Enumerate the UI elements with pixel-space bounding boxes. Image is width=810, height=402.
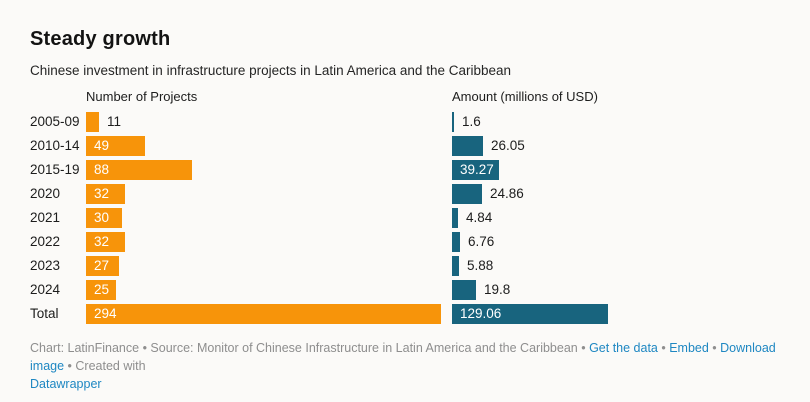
category-label: 2023: [30, 258, 61, 273]
projects-bar-cell: 25: [86, 280, 452, 300]
bar-value-label: 6.76: [468, 234, 495, 249]
projects-bar: [86, 232, 125, 252]
amount-bar: [452, 136, 483, 156]
projects-bar-cell: 11: [86, 112, 452, 132]
table-row: 2005-09 11 1.6: [0, 112, 810, 132]
link-download-image[interactable]: Download image: [30, 341, 776, 374]
bar-value-label: 32: [94, 234, 110, 249]
footer-source: Source: Monitor of Chinese Infrastructur…: [150, 341, 578, 355]
category-label: 2015-19: [30, 162, 80, 177]
projects-bar-cell: 32: [86, 232, 452, 252]
amount-bar-cell: 5.88: [452, 256, 780, 276]
chart-subtitle: Chinese investment in infrastructure pro…: [30, 63, 512, 78]
bar-value-label: 5.88: [467, 258, 494, 273]
footer-separator: •: [64, 359, 76, 374]
amount-bar: [452, 112, 454, 132]
bar-value-label: 32: [94, 186, 110, 201]
column-headers: Number of Projects Amount (millions of U…: [0, 89, 810, 107]
projects-bar: [86, 208, 122, 228]
column-header-projects: Number of Projects: [86, 89, 198, 104]
amount-bar-cell: 39.27: [452, 160, 780, 180]
footer-separator: •: [577, 341, 590, 355]
footer-separator: •: [139, 341, 151, 355]
bar-value-label: 88: [94, 162, 110, 177]
category-label: Total: [30, 306, 59, 321]
projects-bar-cell: 27: [86, 256, 452, 276]
projects-bar-cell: 32: [86, 184, 452, 204]
amount-bar: [452, 184, 482, 204]
bar-value-label: 1.6: [462, 114, 481, 129]
bar-value-label: 129.06: [460, 306, 502, 321]
bar-value-label: 24.86: [490, 186, 524, 201]
bar-value-label: 4.84: [466, 210, 493, 225]
category-label: 2024: [30, 282, 61, 297]
table-row: Total 294 129.06: [0, 304, 810, 324]
projects-bar: [86, 112, 99, 132]
amount-bar-cell: 24.86: [452, 184, 780, 204]
table-row: 2021 30 4.84: [0, 208, 810, 228]
category-label: 2022: [30, 234, 61, 249]
projects-bar: [86, 184, 125, 204]
table-row: 2015-19 88 39.27: [0, 160, 810, 180]
projects-bar: [86, 280, 116, 300]
projects-bar: [86, 136, 145, 156]
footer-separator: •: [708, 341, 721, 355]
projects-bar-cell: 30: [86, 208, 452, 228]
bar-value-label: 25: [94, 282, 110, 297]
bar-value-label: 49: [94, 138, 110, 153]
category-label: 2010-14: [30, 138, 80, 153]
footer-created-with: Created with: [75, 359, 146, 374]
amount-bar: [452, 256, 459, 276]
footer-credit: Chart: LatinFinance: [30, 341, 140, 355]
table-row: 2023 27 5.88: [0, 256, 810, 276]
table-row: 2024 25 19.8: [0, 280, 810, 300]
table-row: 2010-14 49 26.05: [0, 136, 810, 156]
projects-bar-cell: 294: [86, 304, 452, 324]
link-embed[interactable]: Embed: [669, 341, 709, 355]
projects-bar: [86, 160, 192, 180]
projects-bar-cell: 88: [86, 160, 452, 180]
chart-footer: Chart: LatinFinance • Source: Monitor of…: [30, 339, 782, 393]
amount-bar-cell: 129.06: [452, 304, 780, 324]
bar-value-label: 27: [94, 258, 110, 273]
table-row: 2020 32 24.86: [0, 184, 810, 204]
table-row: 2022 32 6.76: [0, 232, 810, 252]
projects-bar-cell: 49: [86, 136, 452, 156]
link-datawrapper[interactable]: Datawrapper: [30, 377, 102, 392]
amount-bar: [452, 160, 499, 180]
projects-bar: [86, 256, 119, 276]
bar-value-label: 30: [94, 210, 110, 225]
amount-bar: [452, 280, 476, 300]
category-label: 2021: [30, 210, 61, 225]
amount-bar: [452, 208, 458, 228]
amount-bar-cell: 19.8: [452, 280, 780, 300]
amount-bar-cell: 1.6: [452, 112, 780, 132]
amount-bar: [452, 304, 608, 324]
link-get-the-data[interactable]: Get the data: [589, 341, 658, 355]
bar-value-label: 294: [94, 306, 117, 321]
amount-bar: [452, 232, 460, 252]
category-label: 2005-09: [30, 114, 80, 129]
footer-separator: •: [657, 341, 670, 355]
amount-bar-cell: 6.76: [452, 232, 780, 252]
chart-title: Steady growth: [30, 28, 171, 50]
column-header-amount: Amount (millions of USD): [452, 89, 598, 104]
amount-bar-cell: 4.84: [452, 208, 780, 228]
bar-value-label: 19.8: [484, 282, 511, 297]
projects-bar: [86, 304, 441, 324]
amount-bar-cell: 26.05: [452, 136, 780, 156]
bar-chart-rows: 2005-09 11 1.6 2010-14 49 26.05 2015-19 88 39.27…: [0, 112, 810, 328]
category-label: 2020: [30, 186, 61, 201]
bar-value-label: 39.27: [460, 162, 494, 177]
bar-value-label: 11: [107, 114, 122, 129]
bar-value-label: 26.05: [491, 138, 525, 153]
